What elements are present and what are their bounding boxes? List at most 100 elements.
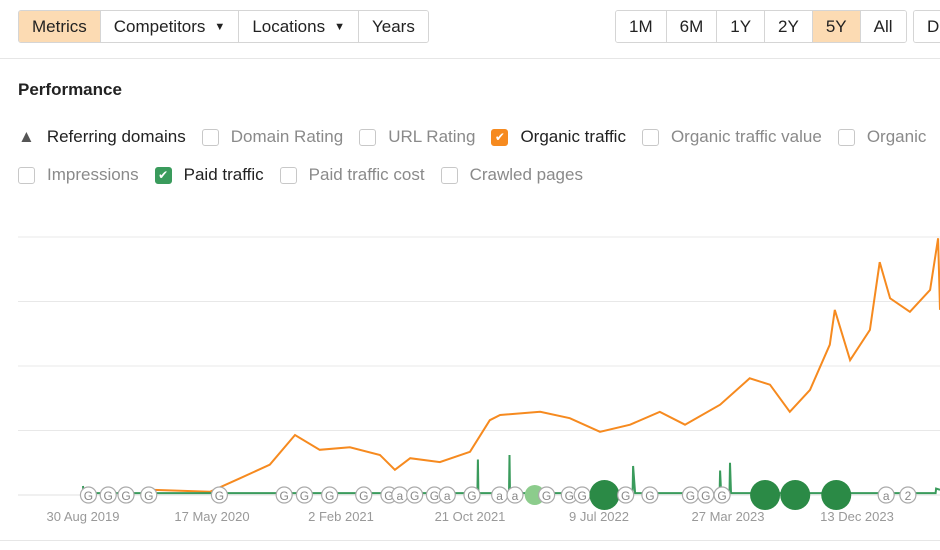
x-tick-label: 21 Oct 2021: [435, 509, 506, 524]
annotation-marker[interactable]: a: [391, 486, 409, 504]
metric-checkbox-paid-traffic-cost[interactable]: Paid traffic cost: [279, 165, 425, 185]
range-label: 1Y: [730, 16, 752, 36]
svg-text:G: G: [621, 489, 630, 503]
metric-label: Paid traffic: [183, 165, 264, 184]
svg-text:G: G: [467, 489, 476, 503]
annotation-marker[interactable]: G: [617, 486, 635, 504]
svg-text:G: G: [410, 489, 419, 503]
svg-text:G: G: [717, 489, 726, 503]
annotation-marker[interactable]: G: [117, 486, 135, 504]
range-6m[interactable]: 6M: [666, 11, 718, 42]
metric-checkbox-organic-traffic[interactable]: ✔ Organic traffic: [491, 127, 626, 147]
annotation-marker[interactable]: a: [506, 486, 524, 504]
checkbox-checked-icon: ✔: [491, 128, 509, 146]
metric-label: Organic traffic: [520, 127, 626, 146]
svg-text:G: G: [121, 489, 130, 503]
x-tick-label: 2 Feb 2021: [308, 509, 374, 524]
annotation-marker[interactable]: G: [275, 486, 293, 504]
range-label: 5Y: [825, 16, 847, 36]
annotation-marker[interactable]: 2: [899, 486, 917, 504]
range-5y[interactable]: 5Y: [812, 11, 861, 42]
annotation-marker[interactable]: G: [681, 486, 700, 504]
tab-metrics[interactable]: Metrics: [19, 11, 101, 42]
annotation-marker[interactable]: G: [406, 486, 424, 504]
checkbox-icon: [837, 128, 855, 146]
x-tick-label: 30 Aug 2019: [46, 509, 119, 524]
metric-label: Paid traffic cost: [308, 165, 425, 184]
metric-checkbox-organic[interactable]: Organic: [837, 127, 927, 147]
range-label: 1M: [629, 16, 653, 36]
svg-text:G: G: [279, 489, 288, 503]
annotation-marker[interactable]: G: [538, 486, 556, 504]
range-label: 2Y: [778, 16, 799, 36]
annotation-marker[interactable]: a: [491, 486, 509, 504]
view-tabs: Metrics Competitors ▼ Locations ▼ Years: [18, 10, 429, 43]
annotation-marker[interactable]: G: [79, 486, 98, 504]
section-title: Performance: [18, 80, 122, 99]
series-line-organic-traffic: [150, 238, 940, 493]
annotation-marker[interactable]: G: [697, 486, 715, 504]
divider: [0, 58, 940, 59]
svg-text:G: G: [686, 489, 695, 503]
annotation-marker[interactable]: [821, 480, 852, 510]
chevron-down-icon: ▼: [334, 20, 345, 33]
svg-text:G: G: [325, 489, 334, 503]
range-all[interactable]: All: [860, 11, 906, 42]
metric-label: Impressions: [47, 165, 139, 184]
svg-text:a: a: [883, 489, 890, 503]
annotation-marker[interactable]: [780, 480, 811, 510]
range-selector: 1M 6M 1Y 2Y 5Y All: [615, 10, 907, 43]
annotation-marker[interactable]: G: [210, 486, 229, 504]
metric-checkbox-paid-traffic[interactable]: ✔ Paid traffic: [154, 165, 264, 185]
annotation-marker[interactable]: G: [321, 486, 339, 504]
metric-label: Organic: [866, 127, 927, 146]
svg-text:G: G: [144, 489, 153, 503]
tab-label: Locations: [252, 16, 326, 36]
metric-label: Crawled pages: [469, 165, 583, 184]
annotation-marker[interactable]: G: [140, 486, 158, 504]
svg-text:G: G: [84, 489, 93, 503]
annotation-marker[interactable]: G: [573, 486, 591, 504]
x-tick-label: 9 Jul 2022: [569, 509, 629, 524]
range-1m[interactable]: 1M: [616, 11, 667, 42]
annotation-marker[interactable]: G: [713, 486, 731, 504]
svg-text:2: 2: [905, 489, 912, 503]
annotation-marker[interactable]: G: [99, 486, 117, 504]
metric-checkbox-organic-traffic-value[interactable]: Organic traffic value: [641, 127, 822, 147]
annotation-marker[interactable]: G: [355, 486, 373, 504]
svg-text:a: a: [444, 489, 451, 503]
svg-text:G: G: [104, 489, 113, 503]
metrics-row-1: ▲ Referring domains Domain Rating URL Rat…: [18, 127, 940, 147]
tab-years[interactable]: Years: [358, 11, 428, 42]
annotation-marker[interactable]: [589, 480, 620, 510]
metric-checkbox-crawled-pages[interactable]: Crawled pages: [440, 165, 583, 185]
checkbox-checked-icon: ✔: [154, 166, 172, 184]
date-button-label: D: [914, 11, 940, 42]
divider: [0, 540, 940, 541]
annotation-marker[interactable]: a: [877, 486, 895, 504]
chevron-down-icon: ▼: [214, 20, 226, 33]
range-2y[interactable]: 2Y: [765, 11, 813, 42]
annotation-marker[interactable]: G: [295, 486, 314, 504]
range-1y[interactable]: 1Y: [717, 11, 766, 42]
x-tick-label: 27 Mar 2023: [692, 509, 765, 524]
metric-checkbox-url-rating[interactable]: URL Rating: [359, 127, 475, 147]
metrics-row-2: Impressions ✔ Paid traffic Paid traffic cos…: [18, 165, 599, 185]
svg-text:G: G: [542, 489, 551, 503]
x-tick-label: 17 May 2020: [174, 509, 249, 524]
svg-text:G: G: [384, 489, 393, 503]
annotation-marker[interactable]: G: [641, 486, 659, 504]
annotation-marker[interactable]: G: [463, 486, 481, 504]
svg-text:G: G: [565, 489, 574, 503]
range-label: 6M: [679, 16, 704, 36]
annotation-marker[interactable]: [750, 480, 781, 510]
tab-locations[interactable]: Locations ▼: [239, 11, 359, 42]
warning-icon: ▲: [18, 127, 35, 146]
tab-competitors[interactable]: Competitors ▼: [100, 11, 240, 42]
date-button[interactable]: D: [913, 10, 940, 43]
svg-text:G: G: [359, 489, 368, 503]
annotation-marker[interactable]: a: [438, 486, 456, 504]
metric-checkbox-impressions[interactable]: Impressions: [18, 165, 139, 185]
tab-label: Metrics: [32, 16, 87, 36]
metric-checkbox-domain-rating[interactable]: Domain Rating: [201, 127, 343, 147]
